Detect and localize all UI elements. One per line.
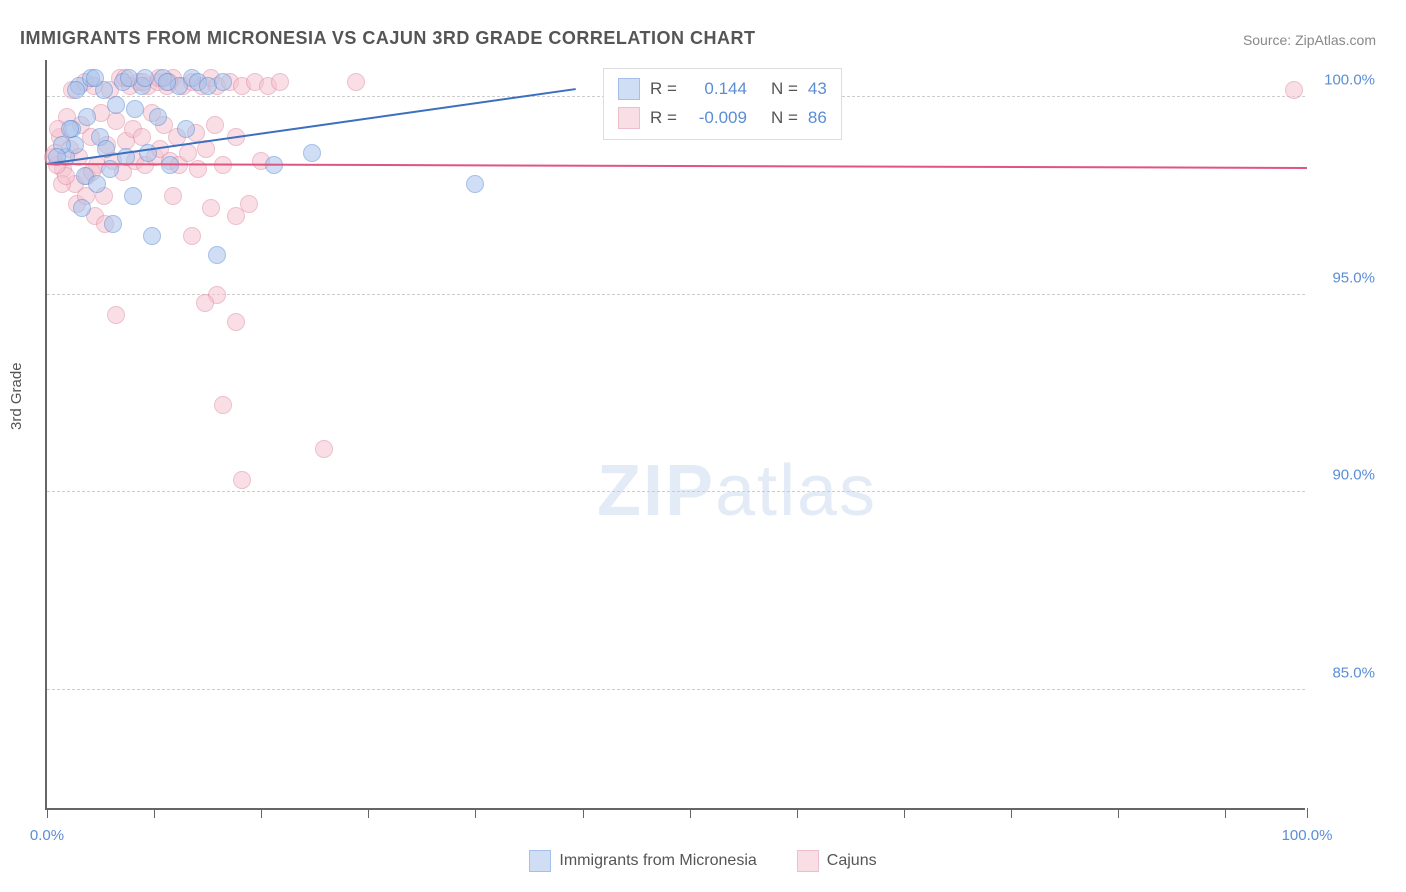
scatter-point [86,69,104,87]
x-tick [797,808,798,818]
bottom-legend: Immigrants from Micronesia Cajuns [0,850,1406,872]
r-label: R = [650,75,677,104]
scatter-point [136,69,154,87]
r-value: 0.144 [687,75,747,104]
scatter-point [158,73,176,91]
x-tick [368,808,369,818]
r-label: R = [650,104,677,133]
x-tick [1307,808,1308,818]
scatter-point [227,207,245,225]
y-tick-label: 85.0% [1332,664,1375,681]
scatter-point [177,120,195,138]
x-tick [1225,808,1226,818]
legend-label: Cajuns [827,852,877,870]
scatter-point [143,227,161,245]
r-value: -0.009 [687,104,747,133]
legend-swatch [618,107,640,129]
scatter-point [67,81,85,99]
legend-item: Immigrants from Micronesia [529,850,756,872]
scatter-point [149,108,167,126]
legend-swatch [797,850,819,872]
scatter-point [78,108,96,126]
n-label: N = [771,104,798,133]
x-tick [1011,808,1012,818]
x-tick [904,808,905,818]
legend-swatch [618,78,640,100]
y-tick-label: 100.0% [1324,72,1375,89]
source-attribution: Source: ZipAtlas.com [1243,32,1376,48]
scatter-point [126,100,144,118]
gridline [47,294,1305,295]
scatter-point [183,227,201,245]
scatter-point [189,160,207,178]
scatter-point [202,199,220,217]
legend-item: Cajuns [797,850,877,872]
x-tick [1118,808,1119,818]
x-tick-label: 100.0% [1282,827,1333,844]
scatter-point [120,69,138,87]
scatter-point [73,199,91,217]
scatter-point [315,440,333,458]
x-tick [475,808,476,818]
n-value: 43 [808,75,827,104]
scatter-point [466,175,484,193]
scatter-point [196,294,214,312]
trend-line [47,163,1307,169]
scatter-point [214,396,232,414]
scatter-point [303,144,321,162]
scatter-point [227,313,245,331]
stats-row: R = -0.009 N = 86 [618,104,827,133]
scatter-point [164,187,182,205]
x-tick [261,808,262,818]
scatter-point [107,112,125,130]
legend-label: Immigrants from Micronesia [559,852,756,870]
y-tick-label: 90.0% [1332,467,1375,484]
scatter-point [88,175,106,193]
x-tick [690,808,691,818]
scatter-point [347,73,365,91]
scatter-point [107,96,125,114]
x-tick-label: 0.0% [30,827,64,844]
y-axis-label: 3rd Grade [8,362,25,430]
y-tick-label: 95.0% [1332,269,1375,286]
scatter-point [206,116,224,134]
scatter-point [208,246,226,264]
stats-legend: R = 0.144 N = 43 R = -0.009 N = 86 [603,68,842,140]
n-label: N = [771,75,798,104]
scatter-point [107,306,125,324]
x-tick [47,808,48,818]
scatter-point [271,73,289,91]
scatter-point [1285,81,1303,99]
n-value: 86 [808,104,827,133]
x-tick [154,808,155,818]
scatter-point [139,144,157,162]
stats-row: R = 0.144 N = 43 [618,75,827,104]
scatter-point [233,471,251,489]
x-tick [583,808,584,818]
legend-swatch [529,850,551,872]
gridline [47,689,1305,690]
scatter-point [214,73,232,91]
gridline [47,491,1305,492]
plot-area: ZIPatlas 85.0%90.0%95.0%100.0%0.0%100.0% [45,60,1305,810]
chart-title: IMMIGRANTS FROM MICRONESIA VS CAJUN 3RD … [20,28,756,49]
scatter-point [124,187,142,205]
scatter-point [104,215,122,233]
